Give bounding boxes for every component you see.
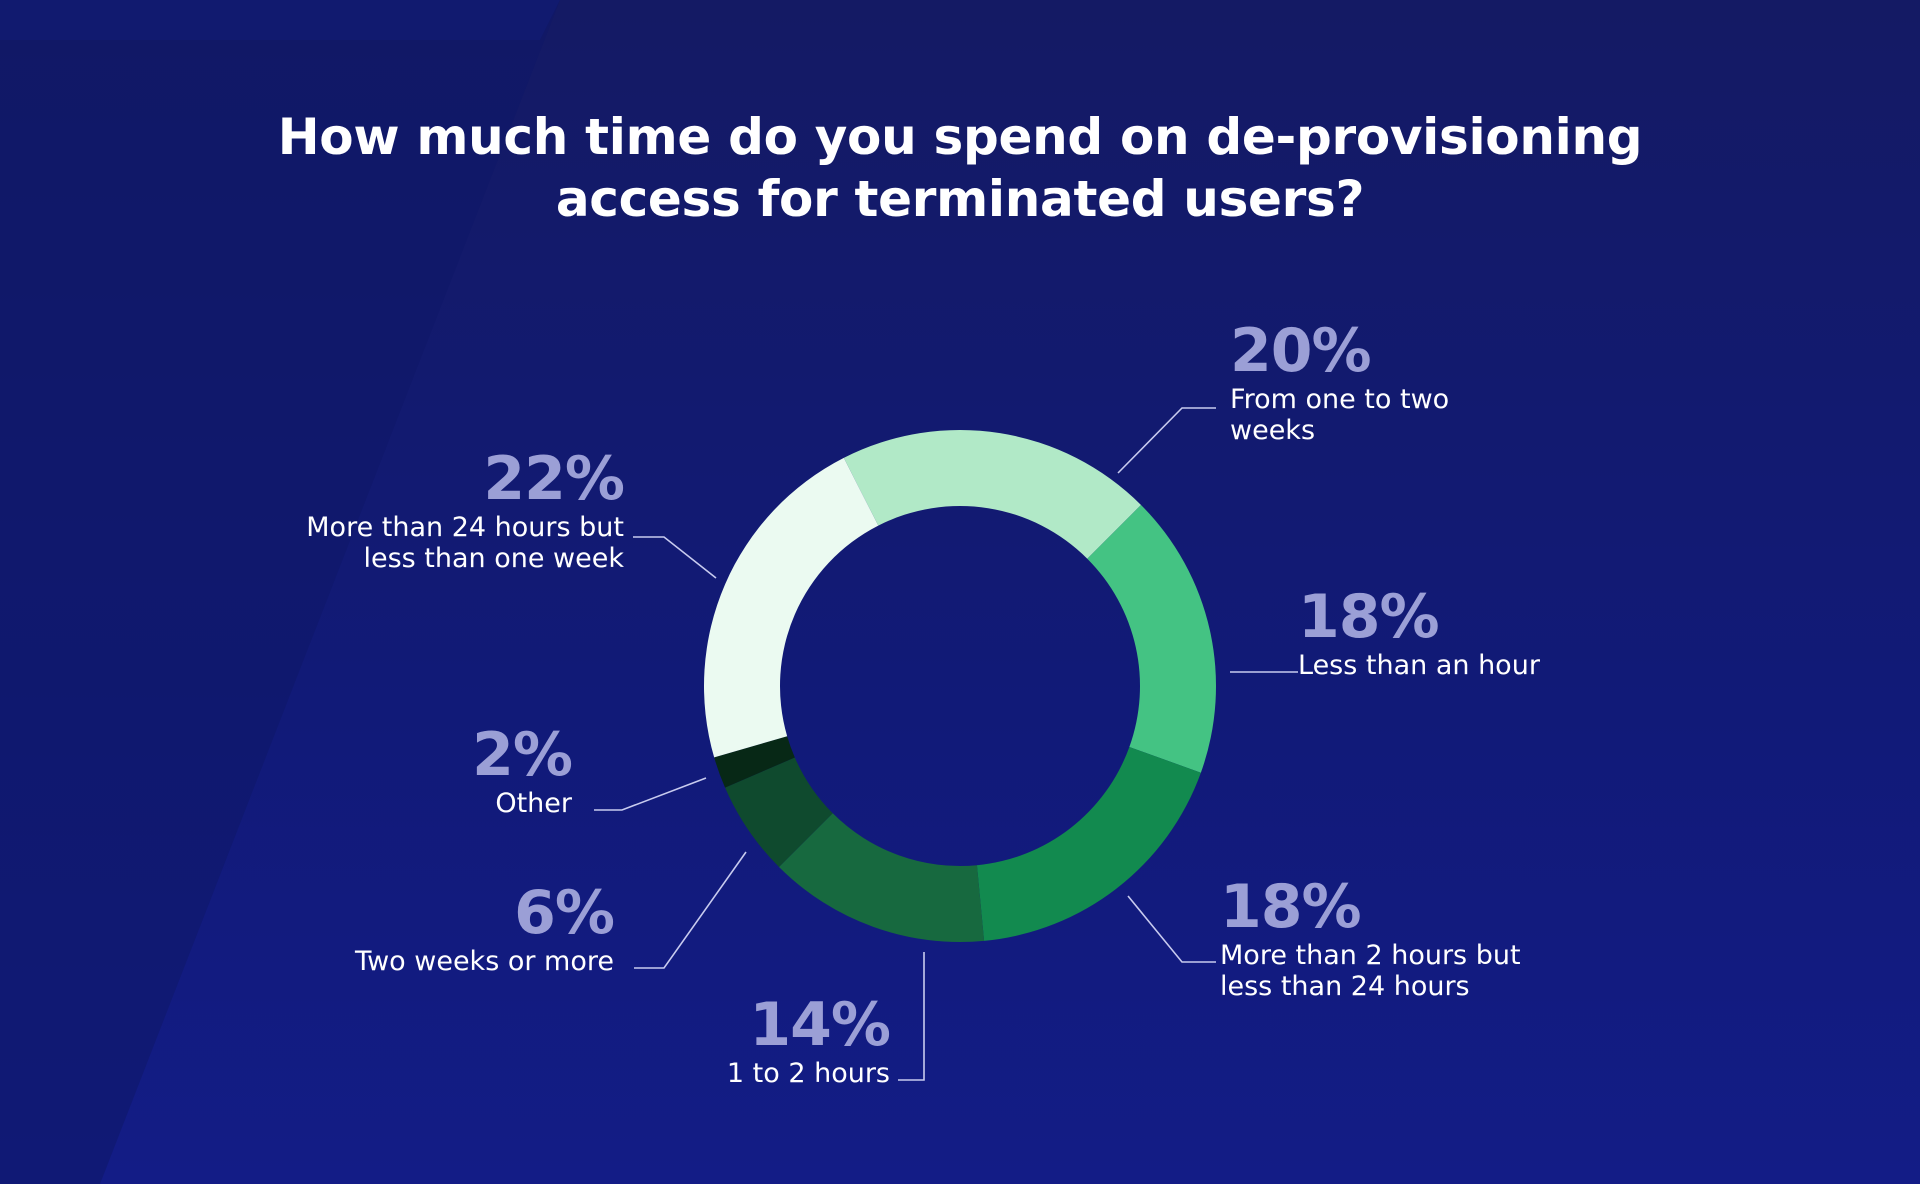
callout-label-line-1: More than 24 hours but [306, 512, 624, 543]
callout-label-line-2: weeks [1230, 415, 1316, 446]
callout-percent: 20% [1230, 316, 1372, 386]
background-diagonal-panel [0, 0, 560, 1184]
leader-line-more-than-24-hours [633, 536, 717, 579]
callout-more-than-24-hours: 22% More than 24 hours but less than one… [306, 444, 625, 574]
callout-label-line-2: less than 24 hours [1220, 971, 1470, 1002]
donut-slice-more-than-2-hours-but-less-than-24-hours [976, 746, 1201, 941]
donut-slice-less-than-an-hour [1087, 504, 1216, 773]
background-glow [0, 0, 560, 40]
chart-title: How much time do you spend on de-provisi… [0, 106, 1920, 230]
chart-title-line-2: access for terminated users? [555, 170, 1365, 228]
callout-percent: 6% [514, 878, 615, 948]
callout-percent: 22% [483, 444, 625, 514]
callout-from-one-to-two-weeks: 20% From one to two weeks [1230, 318, 1449, 446]
callout-other: 2% Other [472, 720, 573, 819]
callout-percent: 14% [749, 990, 891, 1060]
leader-line-more-than-2-hours [1127, 895, 1216, 963]
callout-percent: 18% [1298, 582, 1440, 652]
callout-label-line-2: less than one week [363, 543, 624, 574]
callout-label-line-1: 1 to 2 hours [726, 1058, 890, 1089]
callout-percent: 18% [1220, 872, 1362, 942]
leader-line-other [594, 777, 707, 811]
callout-label-line-1: From one to two [1230, 384, 1450, 415]
donut-slice-two-weeks-or-more [725, 757, 833, 868]
leader-line-1-to-2-hours [898, 952, 925, 1081]
leader-lines [594, 407, 1298, 1081]
callout-1-to-2-hours: 14% 1 to 2 hours [726, 990, 891, 1089]
callout-less-than-an-hour: 18% Less than an hour [1298, 584, 1540, 681]
callout-two-weeks-or-more: 6% Two weeks or more [355, 878, 615, 977]
callout-label-line-1: Two weeks or more [355, 946, 614, 977]
donut-slice-1-to-2-hours [778, 813, 985, 942]
callout-label-line-1: Other [495, 788, 572, 819]
donut-slice-from-one-to-two-weeks [843, 430, 1142, 559]
callout-more-than-2-hours: 18% More than 2 hours but less than 24 h… [1220, 874, 1521, 1002]
chart-title-line-1: How much time do you spend on de-provisi… [277, 108, 1643, 166]
callout-percent: 2% [472, 720, 573, 790]
callout-label-line-1: More than 2 hours but [1220, 940, 1521, 971]
leader-line-two-weeks-or-more [634, 851, 747, 969]
callout-label-line-1: Less than an hour [1298, 650, 1540, 681]
leader-line-from-one-to-two-weeks [1117, 407, 1216, 474]
donut-slice-other [714, 736, 795, 788]
donut-slices [703, 430, 1216, 942]
donut-slice-more-than-24-hours-but-less-than-one-week [703, 457, 879, 758]
